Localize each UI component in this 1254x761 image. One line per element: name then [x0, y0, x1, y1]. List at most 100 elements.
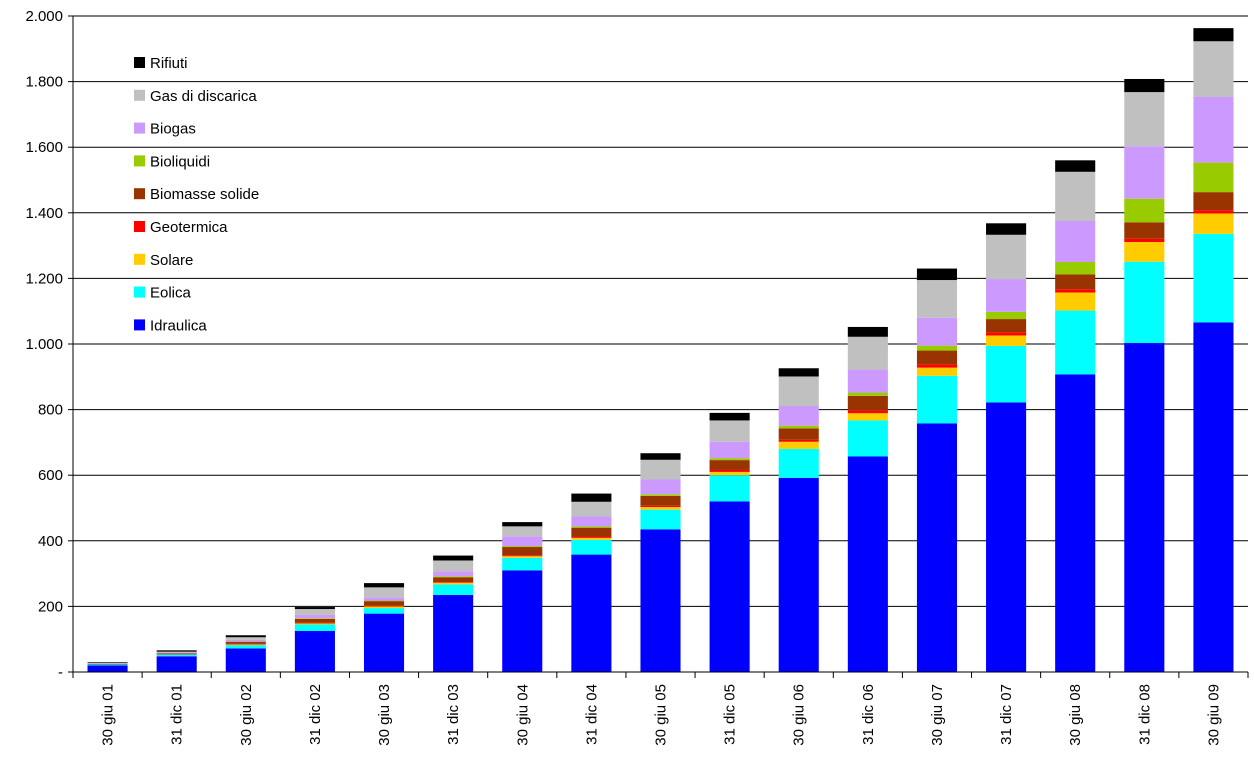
bar-segment-biogas	[1055, 221, 1096, 262]
x-tick-label: 31 dic 03	[445, 684, 462, 745]
y-tick-label: 200	[38, 598, 63, 615]
bar-segment-idraulica	[916, 423, 958, 672]
y-tick-label: 1.800	[25, 74, 63, 91]
bar-segment-rifiuti	[87, 662, 128, 663]
bar-segment-bioliquidi	[778, 425, 819, 429]
bar-segment-biogas	[986, 279, 1027, 312]
bar-segment-idraulica	[709, 501, 750, 672]
legend-label: Solare	[150, 252, 193, 269]
bar-segment-eolica	[1124, 261, 1165, 344]
bar-segment-biogas	[916, 317, 958, 346]
x-tick-label: 30 giu 08	[1067, 684, 1084, 746]
y-tick-label: 1.200	[25, 270, 63, 287]
x-tick-label: 31 dic 08	[1136, 684, 1153, 745]
bar-segment-biomasse-solide	[363, 601, 405, 606]
y-tick-label: 400	[38, 533, 63, 550]
bar-segment-idraulica	[640, 529, 681, 672]
bar-segment-solare	[1055, 292, 1096, 311]
legend-swatch	[134, 221, 145, 232]
bar-segment-eolica	[709, 475, 750, 502]
x-tick-label: 30 giu 09	[1205, 684, 1222, 746]
legend-label: Eolica	[150, 285, 192, 302]
bar-segment-rifiuti	[916, 268, 958, 281]
bar-segment-solare	[1124, 241, 1165, 262]
bar-segment-eolica	[156, 654, 197, 657]
bar-segment-biogas	[294, 614, 335, 619]
y-tick-label: 600	[38, 467, 63, 484]
bar-segment-eolica	[640, 509, 681, 530]
bar-segment-solare	[640, 507, 681, 510]
legend-swatch	[134, 253, 145, 265]
bar-segment-biomasse-solide	[294, 618, 335, 623]
bar-segment-biogas	[225, 639, 266, 642]
bar-segment-rifiuti	[640, 453, 681, 460]
bar-segment-solare	[847, 413, 888, 421]
bar-segment-gas-di-discarica	[778, 376, 819, 406]
bar-segment-geotermica	[778, 439, 819, 442]
bar-segment-bioliquidi	[294, 618, 335, 619]
bar-segment-biogas	[1124, 146, 1165, 199]
bar-segment-solare	[709, 471, 750, 476]
bar-segment-eolica	[571, 539, 612, 555]
bar-segment-gas-di-discarica	[1055, 171, 1096, 221]
y-tick-label: 1.400	[25, 205, 63, 222]
bar-segment-solare	[363, 606, 405, 609]
bar-segment-bioliquidi	[1124, 198, 1165, 223]
bar-segment-idraulica	[847, 456, 888, 672]
bar-segment-rifiuti	[1055, 160, 1096, 172]
bar-segment-solare	[916, 367, 958, 376]
bar-segment-eolica	[433, 584, 474, 595]
legend-label: Bioliquidi	[150, 153, 210, 170]
bar-segment-biomasse-solide	[986, 319, 1027, 333]
bar-segment-gas-di-discarica	[1193, 41, 1234, 98]
bar-segment-rifiuti	[433, 555, 474, 561]
bar-segment-biomasse-solide	[847, 395, 888, 411]
bar-segment-rifiuti	[294, 607, 335, 610]
x-tick-label: 30 giu 04	[514, 684, 531, 746]
bar-segment-biomasse-solide	[640, 495, 681, 506]
bar-segment-biogas	[709, 441, 750, 459]
bar-segment-biogas	[847, 369, 888, 393]
bar-segment-solare	[433, 582, 474, 585]
bar-segment-idraulica	[156, 656, 197, 672]
bar-segment-rifiuti	[847, 326, 888, 337]
bar-segment-gas-di-discarica	[363, 587, 405, 598]
bar-segment-geotermica	[433, 582, 474, 583]
bar-segment-eolica	[502, 557, 543, 571]
bar-segment-eolica	[778, 448, 819, 478]
bar-segment-gas-di-discarica	[847, 336, 888, 370]
bar-segment-biogas	[778, 405, 819, 426]
bar-segment-bioliquidi	[363, 600, 405, 602]
bar-segment-idraulica	[225, 648, 266, 672]
bar-segment-eolica	[294, 624, 335, 631]
x-tick-label: 30 giu 07	[929, 684, 946, 746]
bar-segment-eolica	[986, 345, 1027, 403]
bar-segment-eolica	[916, 375, 958, 424]
bar-segment-biomasse-solide	[1124, 222, 1165, 239]
bar-segment-solare	[778, 441, 819, 449]
y-tick-label: 1.600	[25, 139, 63, 156]
bar-segment-idraulica	[1055, 374, 1096, 672]
bar-segment-gas-di-discarica	[709, 420, 750, 442]
bar-segment-geotermica	[571, 536, 612, 538]
bar-segment-eolica	[363, 608, 405, 614]
bar-segment-biogas	[640, 479, 681, 495]
bar-segment-rifiuti	[1124, 78, 1165, 93]
bar-segment-bioliquidi	[847, 392, 888, 396]
legend-label: Rifiuti	[150, 55, 188, 72]
bar-segment-idraulica	[87, 665, 128, 672]
legend-swatch	[134, 286, 145, 298]
bar-segment-idraulica	[778, 477, 819, 672]
bar-segment-solare	[225, 644, 266, 646]
bar-segment-solare	[294, 623, 335, 625]
legend-label: Gas di discarica	[150, 88, 257, 105]
bar-segment-bioliquidi	[640, 494, 681, 496]
bar-segment-idraulica	[986, 402, 1027, 672]
legend: Rifiuti Gas di discarica Biogas Bioliquidi B…	[134, 55, 259, 334]
bar-segment-biomasse-solide	[502, 547, 543, 556]
bar-segment-geotermica	[986, 332, 1027, 336]
x-tick-label: 31 dic 02	[307, 684, 324, 745]
y-axis-ticks: - 200 400 600 800 1.000 1.200 1.400 1.600 1.800 2.…	[25, 8, 73, 681]
bar-segment-solare	[502, 556, 543, 558]
